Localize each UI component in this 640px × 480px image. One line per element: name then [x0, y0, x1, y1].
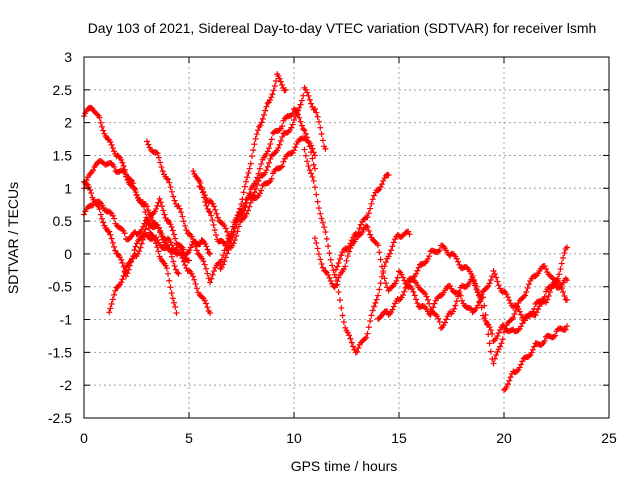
y-tick-label: 1 [64, 180, 72, 196]
data-points [81, 71, 570, 394]
series-trace-5 [106, 195, 213, 316]
data-point-markers [375, 242, 570, 344]
axis-ticks [83, 56, 610, 419]
x-axis-title: GPS time / hours [291, 458, 398, 474]
data-point-markers [144, 106, 318, 286]
x-tick-label: 15 [391, 430, 407, 446]
x-tick-label: 0 [80, 430, 88, 446]
data-point-markers [106, 195, 213, 316]
series-trace-10 [301, 146, 413, 356]
data-point-markers [196, 84, 329, 247]
series-trace-11 [312, 171, 392, 291]
series-trace-6 [144, 106, 318, 286]
series-trace-9 [217, 135, 318, 272]
series-trace-13 [375, 242, 570, 344]
y-tick-label: 1.5 [53, 147, 73, 163]
y-tick-label: 3 [64, 49, 72, 65]
y-tick-label: -1.5 [48, 344, 72, 360]
chart-title: Day 103 of 2021, Sidereal Day-to-day VTE… [88, 20, 597, 36]
y-tick-label: 0 [64, 246, 72, 262]
plot-frame [83, 56, 610, 419]
data-point-markers [312, 171, 392, 291]
y-tick-label: -2.5 [48, 410, 72, 426]
x-tick-label: 5 [185, 430, 193, 446]
y-tick-label: -1 [60, 312, 73, 328]
y-tick-label: 2.5 [53, 82, 73, 98]
y-tick-label: 0.5 [53, 213, 73, 229]
series-trace-14 [406, 263, 570, 367]
x-tick-label: 10 [286, 430, 302, 446]
data-point-markers [217, 135, 318, 272]
y-axis-title: SDTVAR / TECUs [5, 182, 21, 294]
data-point-markers [406, 263, 570, 367]
x-tick-label: 25 [601, 430, 617, 446]
x-tick-label: 20 [496, 430, 512, 446]
series-trace-15 [501, 323, 570, 394]
y-tick-label: -0.5 [48, 279, 72, 295]
x-tick-labels: 0 5 10 15 20 25 [80, 430, 617, 446]
series-trace-8 [196, 84, 329, 247]
y-tick-label: -2 [60, 377, 73, 393]
y-tick-labels: -2.5 -2 -1.5 -1 -0.5 0 0.5 1 1.5 2 2.5 3 [48, 49, 72, 426]
y-tick-label: 2 [64, 115, 72, 131]
data-point-markers [501, 323, 570, 394]
data-point-markers [301, 146, 413, 356]
